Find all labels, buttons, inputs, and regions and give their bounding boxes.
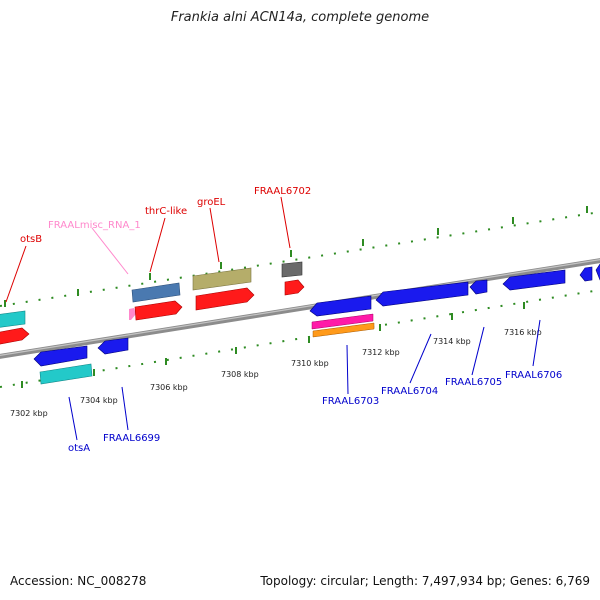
gene-label-otsB[interactable]: otsB	[20, 234, 42, 245]
reverse-major-ticks	[21, 302, 525, 388]
gene-magenta-reverse[interactable]	[311, 313, 374, 330]
gene-label-FRAAL6703[interactable]: FRAAL6703	[322, 396, 379, 407]
gene-label-FRAALmisc_RNA_1[interactable]: FRAALmisc_RNA_1	[48, 220, 141, 231]
scale-label: 7302 kbp	[10, 409, 48, 418]
gene-FRAAL6703[interactable]	[309, 295, 372, 317]
genome-backbone	[0, 258, 600, 359]
gene-FRAAL6706[interactable]	[502, 269, 566, 291]
gene-FRAALmisc_RNA_1[interactable]	[129, 308, 136, 320]
reverse-leaders	[68, 319, 541, 441]
gene-FRAAL6704[interactable]	[375, 281, 469, 307]
genome-stats-text: Topology: circular; Length: 7,497,934 bp…	[260, 574, 590, 588]
gene-label-FRAAL6699[interactable]: FRAAL6699	[103, 433, 160, 444]
forward-gene-labels: otsB FRAALmisc_RNA_1 thrC-like groEL FRA…	[20, 186, 311, 245]
gene-cyan-forward[interactable]	[0, 310, 26, 328]
gene-label-thrC-like[interactable]: thrC-like	[145, 206, 187, 217]
gene-blue-reverse-edge-2[interactable]	[595, 263, 600, 281]
reverse-gene-labels: otsA FRAAL6699 FRAAL6703 FRAAL6704 FRAAL…	[68, 370, 562, 454]
scale-labels: 7302 kbp 7304 kbp 7306 kbp 7308 kbp 7310…	[10, 328, 542, 418]
scale-label: 7314 kbp	[433, 337, 471, 346]
gene-label-FRAAL6705[interactable]: FRAAL6705	[445, 377, 502, 388]
gene-blue-reverse-edge-1[interactable]	[579, 266, 593, 282]
scale-label: 7304 kbp	[80, 396, 118, 405]
gene-otsB[interactable]	[0, 327, 30, 345]
scale-label: 7310 kbp	[291, 359, 329, 368]
map-title: Frankia alni ACN14a, complete genome	[170, 10, 430, 25]
accession-text: Accession: NC_008278	[10, 574, 147, 588]
forward-leaders	[5, 196, 291, 303]
gene-label-otsA[interactable]: otsA	[68, 443, 90, 454]
genome-backbone-highlight	[0, 258, 600, 357]
gene-label-FRAAL6706[interactable]: FRAAL6706	[505, 370, 562, 381]
gene-label-groEL[interactable]: groEL	[197, 197, 226, 208]
scale-label: 7306 kbp	[150, 383, 188, 392]
gene-label-FRAAL6702[interactable]: FRAAL6702	[254, 186, 311, 197]
gene-FRAAL6699[interactable]	[97, 337, 129, 355]
gene-blue-reverse-1[interactable]	[33, 345, 88, 367]
gene-orange-reverse[interactable]	[312, 322, 375, 338]
gene-label-FRAAL6704[interactable]: FRAAL6704	[381, 386, 438, 397]
gene-FRAAL6702[interactable]	[284, 279, 305, 296]
gene-red-forward-1[interactable]	[134, 300, 183, 321]
forward-features	[0, 261, 305, 345]
gene-FRAAL6702-gray[interactable]	[281, 261, 303, 278]
reverse-features	[33, 263, 600, 385]
gene-thrC-like[interactable]	[131, 282, 181, 303]
gene-FRAAL6705[interactable]	[469, 279, 488, 295]
scale-label: 7316 kbp	[504, 328, 542, 337]
scale-label: 7312 kbp	[362, 348, 400, 357]
gene-red-forward-2[interactable]	[195, 287, 255, 311]
forward-major-ticks	[4, 206, 588, 307]
scale-label: 7308 kbp	[221, 370, 259, 379]
gene-groEL[interactable]	[192, 267, 252, 291]
gene-otsA[interactable]	[39, 363, 93, 385]
